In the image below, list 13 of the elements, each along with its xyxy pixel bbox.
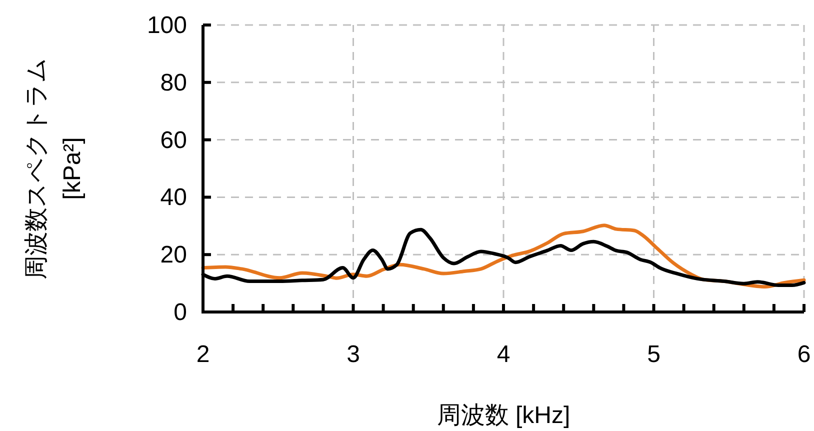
y-tick-label: 40 xyxy=(160,184,187,212)
x-tick-label: 6 xyxy=(797,341,811,368)
y-tick-label: 20 xyxy=(160,242,187,269)
x-tick-label: 5 xyxy=(647,341,660,368)
y-tick-label: 80 xyxy=(160,69,187,96)
x-tick-label: 4 xyxy=(496,341,510,368)
x-axis-title: 周波数 [kHz] xyxy=(436,402,570,429)
x-tick-label: 3 xyxy=(346,341,360,368)
y-tick-label: 100 xyxy=(146,12,187,39)
y-tick-label: 60 xyxy=(160,126,187,154)
y-tick-label: 0 xyxy=(174,299,187,326)
y-axis-title: 周波数スペクトラム [kPa²] xyxy=(23,58,86,280)
x-tick-label: 2 xyxy=(196,341,210,368)
